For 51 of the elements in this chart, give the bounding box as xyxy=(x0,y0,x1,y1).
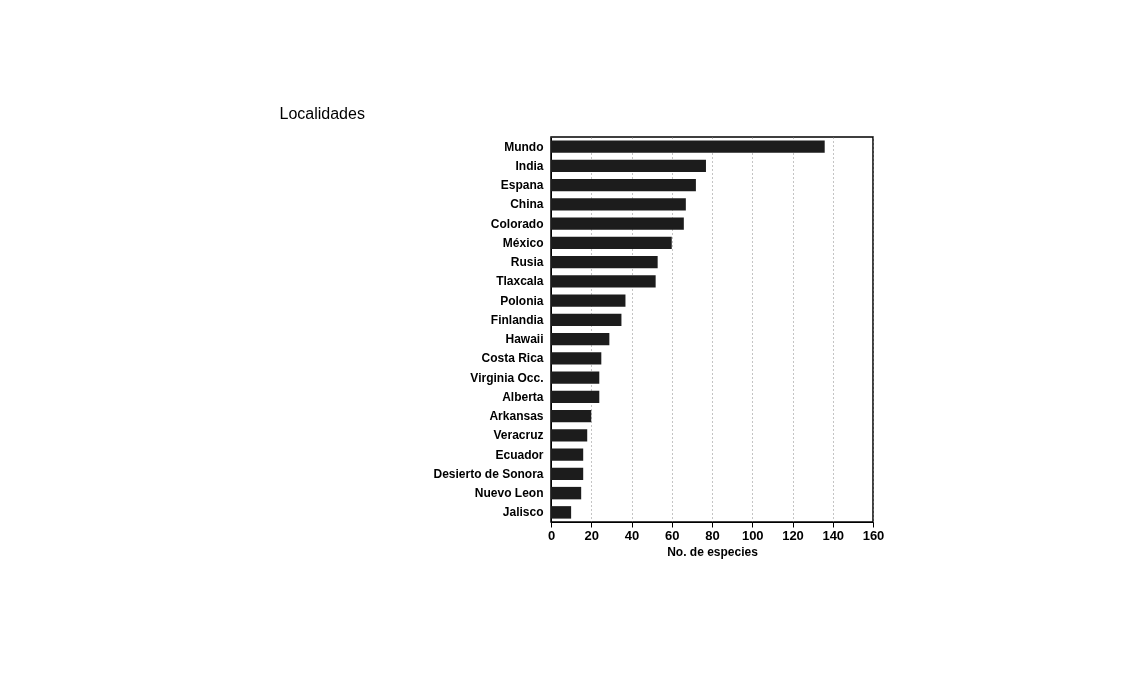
bar xyxy=(551,506,572,519)
x-tick-label: 100 xyxy=(741,527,764,543)
bar xyxy=(551,390,600,404)
y-tick-label: Veracruz xyxy=(493,428,544,443)
bar xyxy=(551,352,602,365)
y-tick-label: Nuevo Leon xyxy=(474,486,544,501)
x-tick-label: 40 xyxy=(624,527,640,543)
y-tick-label: México xyxy=(502,235,544,250)
bar xyxy=(551,486,582,500)
y-tick-label: Hawaii xyxy=(505,332,544,347)
bar xyxy=(551,255,658,269)
bar xyxy=(551,140,825,153)
x-tick-label: 20 xyxy=(584,527,599,543)
bar xyxy=(551,371,600,384)
y-tick-label: Alberta xyxy=(502,389,544,404)
bar xyxy=(551,467,584,481)
bar xyxy=(551,409,592,423)
y-tick-label: Ecuador xyxy=(495,447,544,462)
y-tick-label: Arkansas xyxy=(489,409,544,424)
y-axis-title: Localidades xyxy=(279,104,365,122)
x-tick-label: 0 xyxy=(547,527,556,543)
bar xyxy=(551,178,696,192)
bar xyxy=(551,313,622,327)
y-tick-label: Espana xyxy=(500,178,544,193)
y-tick-label: Colorado xyxy=(490,216,544,231)
x-tick-label: 160 xyxy=(862,527,885,543)
bar xyxy=(551,429,588,442)
y-tick-label: Rusia xyxy=(510,255,544,270)
bar xyxy=(551,332,610,346)
bar xyxy=(551,217,684,230)
x-tick-label: 140 xyxy=(822,527,845,543)
y-tick-label: Virginia Occ. xyxy=(470,370,544,385)
y-tick-label: Jalisco xyxy=(502,505,544,520)
x-tick-label: 80 xyxy=(705,527,720,543)
y-tick-label: India xyxy=(515,158,544,173)
y-tick-label: Costa Rica xyxy=(481,351,544,366)
bar xyxy=(551,198,686,211)
y-tick-label: Tlaxcala xyxy=(496,274,544,289)
y-tick-label: Desierto de Sonora xyxy=(433,466,544,481)
x-tick-label: 120 xyxy=(782,527,804,543)
y-tick-label: China xyxy=(510,197,544,212)
x-axis-title: No. de especies xyxy=(667,544,759,559)
bar xyxy=(551,294,626,307)
bar xyxy=(551,448,584,461)
bar xyxy=(551,236,672,250)
x-tick-label: 60 xyxy=(665,527,680,543)
y-tick-label: Polonia xyxy=(500,293,544,308)
bar xyxy=(551,159,706,173)
y-tick-label: Mundo xyxy=(504,139,544,154)
y-tick-label: Finlandia xyxy=(490,312,544,327)
bar xyxy=(551,275,656,288)
